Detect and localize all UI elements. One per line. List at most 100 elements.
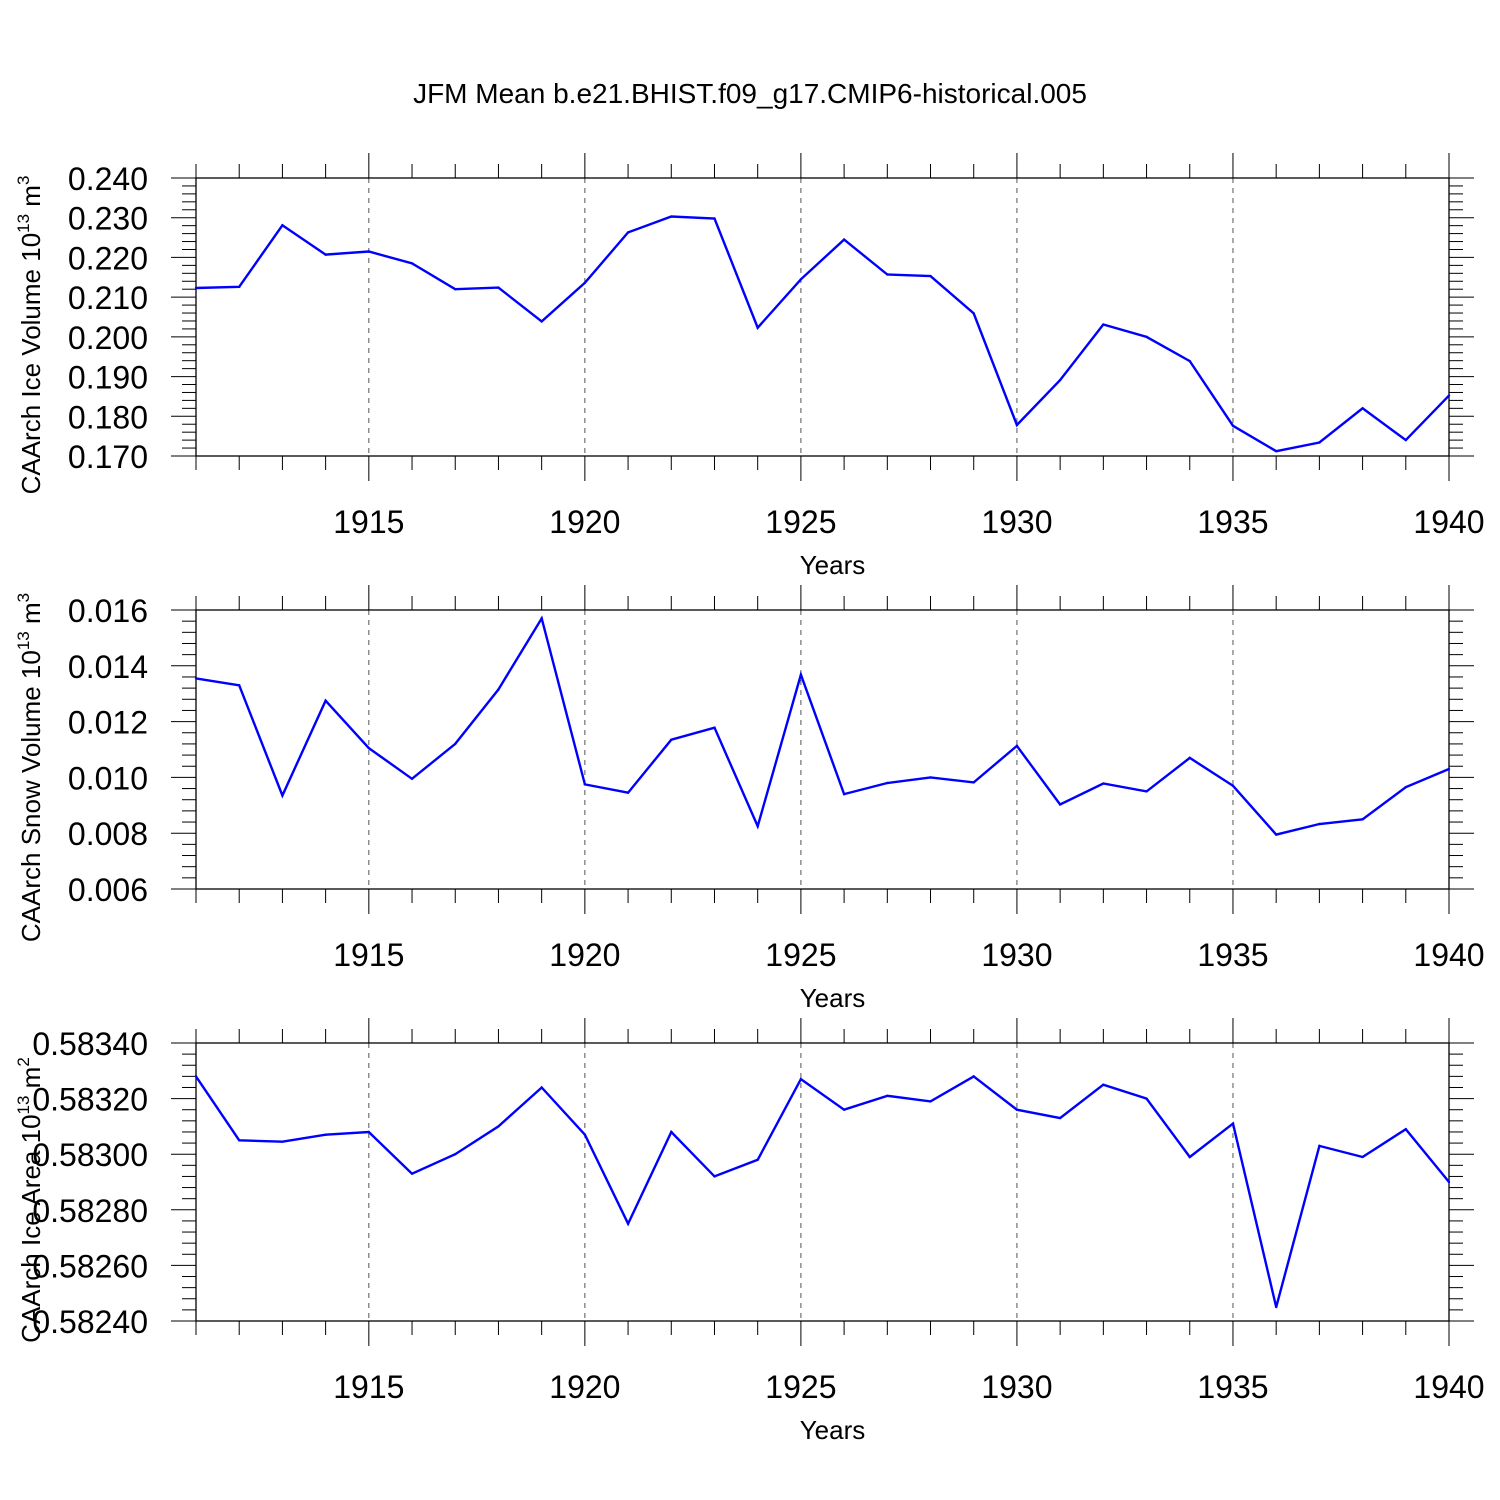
data-point <box>238 1139 241 1142</box>
data-point <box>281 1140 284 1143</box>
data-point <box>1318 822 1321 826</box>
series-line <box>195 615 1450 836</box>
data-point <box>842 1108 846 1111</box>
data-point <box>1058 803 1062 806</box>
data-point <box>1015 423 1019 427</box>
panel-2: 1915 1920 1925 1930 1935 1940 0.006 0.008 0.010 0… <box>14 585 1485 1013</box>
data-point <box>972 312 975 315</box>
data-point <box>1231 1122 1235 1125</box>
y-tick-label: 0.180 <box>68 399 148 435</box>
data-point <box>583 281 587 285</box>
data-point <box>410 262 414 265</box>
data-point <box>1015 1108 1019 1111</box>
y-axis-label: CAArch Ice Area 1013 m2 <box>14 1057 46 1343</box>
plot-frame <box>195 177 1450 457</box>
y-tick-label: 0.006 <box>68 872 148 908</box>
data-point <box>713 726 716 729</box>
data-point <box>410 777 414 780</box>
data-point <box>929 274 932 278</box>
x-tick-label: 1930 <box>981 937 1052 973</box>
data-point <box>1404 1127 1407 1131</box>
data-point <box>367 1130 371 1134</box>
data-point <box>886 781 889 785</box>
data-point <box>756 825 759 828</box>
y-axis-label-part: 3 <box>14 176 33 185</box>
data-point <box>713 217 716 220</box>
data-point <box>799 673 803 676</box>
data-point <box>1102 323 1105 326</box>
data-point <box>583 1133 587 1136</box>
data-point <box>497 286 500 289</box>
data-point <box>454 742 457 746</box>
data-point <box>842 238 846 241</box>
y-axis-label-part: CAArch Snow Volume 10 <box>16 650 46 942</box>
data-point <box>367 746 371 750</box>
x-tick-label: 1940 <box>1413 1369 1484 1405</box>
y-axis-label-part: m <box>16 602 46 631</box>
data-point <box>626 1222 630 1225</box>
data-point <box>1058 378 1062 382</box>
data-point <box>1145 335 1148 339</box>
series-line <box>195 1074 1450 1308</box>
data-point <box>497 688 500 691</box>
data-point <box>1361 1155 1364 1159</box>
y-tick-label: 0.012 <box>68 705 148 741</box>
figure-title: JFM Mean b.e21.BHIST.f09_g17.CMIP6-histo… <box>413 78 1087 109</box>
data-point <box>1447 1180 1451 1184</box>
data-point <box>1188 1155 1191 1159</box>
x-tick-label: 1915 <box>333 1369 404 1405</box>
data-point <box>281 794 284 797</box>
data-point <box>238 285 241 289</box>
data-point <box>540 320 543 323</box>
y-tick-label: 0.240 <box>68 161 148 197</box>
y-axis-label-part: 2 <box>14 1057 33 1066</box>
y-tick-label: 0.220 <box>68 240 148 276</box>
data-point <box>1274 833 1278 836</box>
y-axis-label-part: 13 <box>14 631 33 650</box>
data-point <box>540 1086 543 1089</box>
x-axis-label: Years <box>800 983 866 1013</box>
data-point <box>1145 1097 1148 1100</box>
x-tick-label: 1920 <box>549 504 620 540</box>
data-point <box>1447 394 1451 397</box>
data-point <box>929 776 932 779</box>
data-point <box>1361 407 1364 410</box>
x-tick-label: 1935 <box>1197 1369 1268 1405</box>
data-point <box>454 1153 457 1156</box>
y-tick-label: 0.230 <box>68 201 148 237</box>
x-tick-label: 1915 <box>333 504 404 540</box>
data-point <box>497 1125 500 1128</box>
data-point <box>972 1075 975 1078</box>
data-point <box>1231 784 1235 787</box>
y-tick-label: 0.58260 <box>32 1248 148 1284</box>
data-point <box>929 1100 932 1103</box>
data-point <box>670 1130 673 1134</box>
y-tick-label: 0.016 <box>68 593 148 629</box>
data-point <box>540 617 543 620</box>
data-point <box>1102 782 1105 785</box>
y-axis-label-part: 13 <box>14 1096 33 1115</box>
data-point <box>454 288 457 291</box>
y-axis-label-part: CAArch Ice Area 10 <box>16 1114 46 1342</box>
y-tick-label: 0.58320 <box>32 1082 148 1118</box>
data-point <box>324 253 327 256</box>
data-point <box>756 1158 759 1161</box>
data-point <box>367 250 371 253</box>
data-point <box>1274 1305 1278 1309</box>
x-tick-label: 1940 <box>1413 937 1484 973</box>
data-point <box>194 677 198 680</box>
y-axis-label-part: m <box>16 185 46 214</box>
data-point <box>1404 438 1407 442</box>
data-point <box>583 783 587 786</box>
y-axis-label-part: 13 <box>14 214 33 233</box>
y-tick-label: 0.200 <box>68 320 148 356</box>
data-point <box>713 1175 716 1178</box>
data-point <box>1015 744 1019 748</box>
x-tick-label: 1925 <box>765 937 836 973</box>
y-axis-label-part: m <box>16 1067 46 1096</box>
data-point <box>1145 790 1148 793</box>
panel-3: 1915 1920 1925 1930 1935 1940 0.58240 0.58260 0.… <box>14 1018 1485 1445</box>
y-tick-label: 0.58240 <box>32 1304 148 1340</box>
data-point <box>842 792 846 796</box>
